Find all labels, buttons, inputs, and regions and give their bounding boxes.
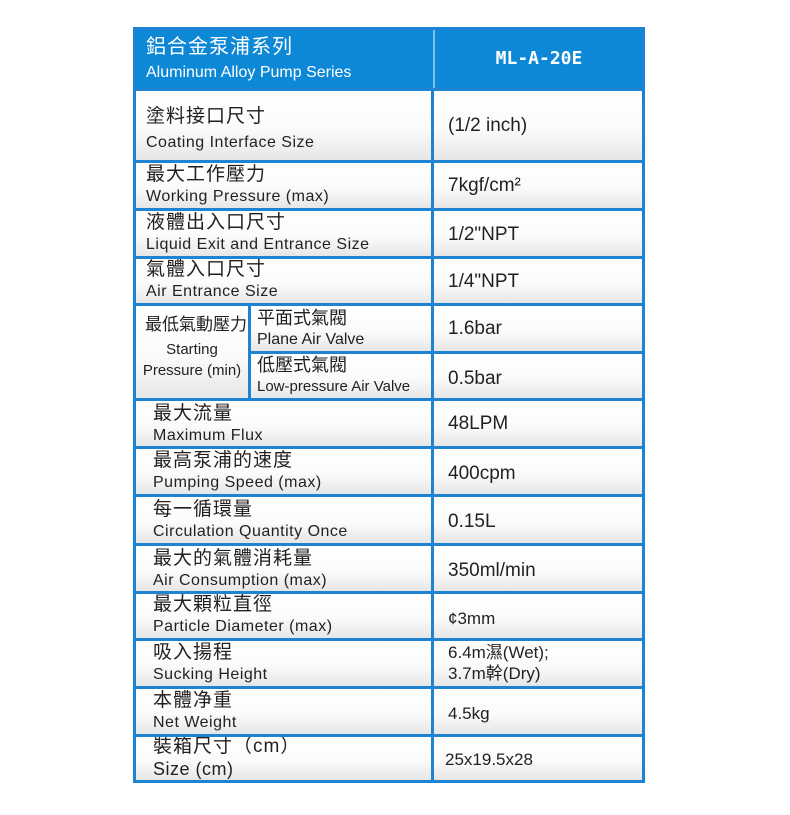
label-en: Pumping Speed (max) <box>153 474 322 491</box>
label-cn: 最低氣動壓力 <box>145 315 247 334</box>
value-dry: 3.7m幹(Dry) <box>448 664 541 683</box>
label-en-line2: Pressure (min) <box>142 362 242 379</box>
spec-value-circulation-quantity: 0.15L <box>434 497 642 543</box>
label-cn: 每一循環量 <box>153 499 254 520</box>
value: 7kgf/cm² <box>448 175 521 196</box>
table-header: 鋁合金泵浦系列 Aluminum Alloy Pump Series ML-A-… <box>136 30 642 88</box>
label-en: Coating Interface Size <box>146 134 315 151</box>
spec-label-size: 裝箱尺寸（cm） Size (cm) <box>136 737 431 780</box>
label-en: Working Pressure (max) <box>146 188 330 205</box>
label-en: Air Consumption (max) <box>153 572 328 589</box>
value: (1/2 inch) <box>448 115 528 136</box>
spec-label-working-pressure: 最大工作壓力 Working Pressure (max) <box>136 163 431 208</box>
label-en: Circulation Quantity Once <box>153 523 348 540</box>
spec-label-net-weight: 本體净重 Net Weight <box>136 689 431 734</box>
value: 350ml/min <box>448 560 536 581</box>
value: ¢3mm <box>448 609 496 628</box>
spec-label-air-consumption: 最大的氣體消耗量 Air Consumption (max) <box>136 546 431 591</box>
spec-value-air-consumption: 350ml/min <box>434 546 642 591</box>
header-divider <box>433 30 435 88</box>
label-cn: 吸入揚程 <box>153 642 234 663</box>
spec-label-starting-pressure: 最低氣動壓力 Starting Pressure (min) <box>136 306 248 398</box>
label-en: Sucking Height <box>153 666 268 683</box>
value: 1/2"NPT <box>448 224 520 245</box>
spec-value-particle-diameter: ¢3mm <box>434 594 642 638</box>
spec-value-sucking-height: 6.4m濕(Wet); 3.7m幹(Dry) <box>434 641 642 686</box>
spec-label-plane-valve: 平面式氣閥 Plane Air Valve <box>251 306 431 351</box>
label-en-line1: Starting <box>166 341 218 358</box>
model-number: ML-A-20E <box>495 48 583 69</box>
label-cn: 本體净重 <box>153 690 234 711</box>
label-cn: 平面式氣閥 <box>257 308 347 328</box>
spec-value-plane-valve: 1.6bar <box>434 306 642 351</box>
label-cn: 裝箱尺寸（cm） <box>153 737 301 757</box>
spec-value-pumping-speed: 400cpm <box>434 449 642 494</box>
spec-label-sucking-height: 吸入揚程 Sucking Height <box>136 641 431 686</box>
label-cn: 最大顆粒直徑 <box>153 594 274 615</box>
spec-value-low-pressure-valve: 0.5bar <box>434 354 642 398</box>
label-cn: 液體出入口尺寸 <box>146 212 287 233</box>
spec-label-particle-diameter: 最大顆粒直徑 Particle Diameter (max) <box>136 594 431 638</box>
label-en: Particle Diameter (max) <box>153 618 333 635</box>
label-cn: 最高泵浦的速度 <box>153 450 294 471</box>
label-cn: 最大流量 <box>153 403 234 424</box>
label-en: Air Entrance Size <box>146 283 279 300</box>
spec-value-working-pressure: 7kgf/cm² <box>434 163 642 208</box>
label-cn: 最大工作壓力 <box>146 164 267 185</box>
value: 25x19.5x28 <box>445 750 533 769</box>
series-title-cn: 鋁合金泵浦系列 <box>146 36 293 58</box>
label-cn: 低壓式氣閥 <box>257 355 347 375</box>
spec-value-max-flux: 48LPM <box>434 401 642 446</box>
spec-value-air-entrance: 1/4"NPT <box>434 259 642 303</box>
value: 0.15L <box>448 511 496 532</box>
label-cn: 最大的氣體消耗量 <box>153 548 314 569</box>
label-cn: 塗料接口尺寸 <box>146 106 267 127</box>
label-cn: 氣體入口尺寸 <box>146 259 267 280</box>
label-en: Maximum Flux <box>153 427 264 444</box>
spec-value-liquid-exit: 1/2"NPT <box>434 211 642 256</box>
spec-label-low-pressure-valve: 低壓式氣閥 Low-pressure Air Valve <box>251 354 431 398</box>
spec-label-coating-interface: 塗料接口尺寸 Coating Interface Size <box>136 91 431 160</box>
label-en: Liquid Exit and Entrance Size <box>146 236 370 253</box>
spec-label-max-flux: 最大流量 Maximum Flux <box>136 401 431 446</box>
value: 400cpm <box>448 463 516 484</box>
series-title-en: Aluminum Alloy Pump Series <box>146 64 352 81</box>
spec-value-size: 25x19.5x28 <box>434 737 642 780</box>
label-en: Size (cm) <box>153 759 234 779</box>
value: 4.5kg <box>448 704 490 723</box>
label-en: Plane Air Valve <box>257 331 365 348</box>
spec-label-circulation-quantity: 每一循環量 Circulation Quantity Once <box>136 497 431 543</box>
spec-label-air-entrance: 氣體入口尺寸 Air Entrance Size <box>136 259 431 303</box>
label-en: Low-pressure Air Valve <box>257 378 411 395</box>
value: 0.5bar <box>448 368 502 389</box>
spec-value-net-weight: 4.5kg <box>434 689 642 734</box>
spec-label-pumping-speed: 最高泵浦的速度 Pumping Speed (max) <box>136 449 431 494</box>
label-en: Net Weight <box>153 714 237 731</box>
spec-table: 鋁合金泵浦系列 Aluminum Alloy Pump Series ML-A-… <box>133 27 645 783</box>
value-wet: 6.4m濕(Wet); <box>448 643 549 662</box>
spec-value-coating-interface: (1/2 inch) <box>434 91 642 160</box>
value: 1.6bar <box>448 318 502 339</box>
value: 1/4"NPT <box>448 271 520 292</box>
spec-label-liquid-exit: 液體出入口尺寸 Liquid Exit and Entrance Size <box>136 211 431 256</box>
value: 48LPM <box>448 413 509 434</box>
